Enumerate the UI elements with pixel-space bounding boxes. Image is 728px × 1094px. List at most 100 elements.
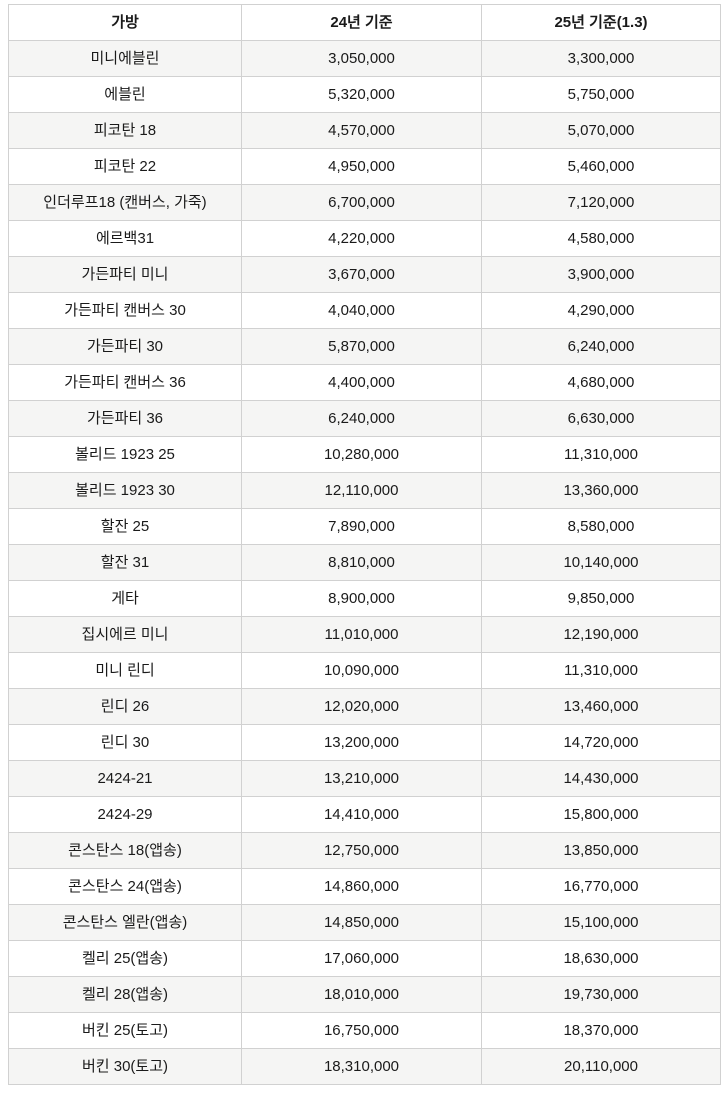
bag-cell: 가든파티 캔버스 36 (8, 364, 242, 401)
price-2024-cell: 18,310,000 (241, 1048, 482, 1085)
price-2024-cell: 14,850,000 (241, 904, 482, 941)
table-row: 에블린 5,320,000 5,750,000 (8, 76, 721, 113)
price-2024-cell: 6,240,000 (241, 400, 482, 437)
table-row: 집시에르 미니 11,010,000 12,190,000 (8, 616, 721, 653)
table-row: 버킨 25(토고) 16,750,000 18,370,000 (8, 1012, 721, 1049)
bag-cell: 게타 (8, 580, 242, 617)
bag-cell: 콘스탄스 24(앱송) (8, 868, 242, 905)
table-row: 할잔 31 8,810,000 10,140,000 (8, 544, 721, 581)
price-2025-cell: 20,110,000 (481, 1048, 721, 1085)
table-row: 가든파티 캔버스 30 4,040,000 4,290,000 (8, 292, 721, 329)
table-row: 에르백31 4,220,000 4,580,000 (8, 220, 721, 257)
price-2025-cell: 15,100,000 (481, 904, 721, 941)
table-row: 가든파티 36 6,240,000 6,630,000 (8, 400, 721, 437)
price-2024-cell: 18,010,000 (241, 976, 482, 1013)
price-2025-cell: 18,630,000 (481, 940, 721, 977)
price-2024-cell: 13,200,000 (241, 724, 482, 761)
price-2025-cell: 6,630,000 (481, 400, 721, 437)
price-2024-cell: 4,220,000 (241, 220, 482, 257)
table-row: 2424-29 14,410,000 15,800,000 (8, 796, 721, 833)
price-2024-cell: 7,890,000 (241, 508, 482, 545)
bag-cell: 2424-29 (8, 796, 242, 833)
price-2025-cell: 10,140,000 (481, 544, 721, 581)
price-2024-cell: 3,050,000 (241, 40, 482, 77)
price-2025-cell: 3,300,000 (481, 40, 721, 77)
price-2024-cell: 8,810,000 (241, 544, 482, 581)
price-2024-cell: 3,670,000 (241, 256, 482, 293)
price-2025-cell: 7,120,000 (481, 184, 721, 221)
price-2025-cell: 19,730,000 (481, 976, 721, 1013)
bag-cell: 켈리 28(앱송) (8, 976, 242, 1013)
price-2025-cell: 14,720,000 (481, 724, 721, 761)
table-header: 가방 24년 기준 25년 기준(1.3) (8, 4, 721, 41)
bag-cell: 린디 26 (8, 688, 242, 725)
table-row: 켈리 25(앱송) 17,060,000 18,630,000 (8, 940, 721, 977)
bag-cell: 피코탄 18 (8, 112, 242, 149)
price-2025-cell: 8,580,000 (481, 508, 721, 545)
table-row: 켈리 28(앱송) 18,010,000 19,730,000 (8, 976, 721, 1013)
price-2025-cell: 9,850,000 (481, 580, 721, 617)
price-2025-cell: 12,190,000 (481, 616, 721, 653)
table-row: 가든파티 미니 3,670,000 3,900,000 (8, 256, 721, 293)
price-2025-cell: 5,070,000 (481, 112, 721, 149)
price-2025-cell: 13,360,000 (481, 472, 721, 509)
bag-cell: 켈리 25(앱송) (8, 940, 242, 977)
price-2024-cell: 12,750,000 (241, 832, 482, 869)
price-2024-cell: 8,900,000 (241, 580, 482, 617)
table-row: 린디 26 12,020,000 13,460,000 (8, 688, 721, 725)
header-row: 가방 24년 기준 25년 기준(1.3) (8, 4, 721, 41)
bag-cell: 가든파티 36 (8, 400, 242, 437)
table-row: 볼리드 1923 25 10,280,000 11,310,000 (8, 436, 721, 473)
table-row: 볼리드 1923 30 12,110,000 13,360,000 (8, 472, 721, 509)
price-2024-cell: 5,320,000 (241, 76, 482, 113)
table-row: 인더루프18 (캔버스, 가죽) 6,700,000 7,120,000 (8, 184, 721, 221)
bag-cell: 할잔 31 (8, 544, 242, 581)
bag-price-table: 가방 24년 기준 25년 기준(1.3) 미니에블린 3,050,000 3,30… (8, 4, 721, 1085)
column-header-price-2024: 24년 기준 (241, 4, 482, 41)
bag-cell: 버킨 30(토고) (8, 1048, 242, 1085)
table-row: 2424-21 13,210,000 14,430,000 (8, 760, 721, 797)
bag-cell: 피코탄 22 (8, 148, 242, 185)
table-row: 콘스탄스 18(앱송) 12,750,000 13,850,000 (8, 832, 721, 869)
price-2025-cell: 14,430,000 (481, 760, 721, 797)
price-2024-cell: 4,400,000 (241, 364, 482, 401)
price-2025-cell: 4,580,000 (481, 220, 721, 257)
table-row: 콘스탄스 엘란(앱송) 14,850,000 15,100,000 (8, 904, 721, 941)
table-row: 피코탄 22 4,950,000 5,460,000 (8, 148, 721, 185)
price-2025-cell: 15,800,000 (481, 796, 721, 833)
bag-cell: 미니에블린 (8, 40, 242, 77)
price-2025-cell: 11,310,000 (481, 436, 721, 473)
column-header-bag: 가방 (8, 4, 242, 41)
price-2024-cell: 13,210,000 (241, 760, 482, 797)
bag-cell: 볼리드 1923 25 (8, 436, 242, 473)
bag-cell: 에르백31 (8, 220, 242, 257)
bag-cell: 볼리드 1923 30 (8, 472, 242, 509)
column-header-price-2025: 25년 기준(1.3) (481, 4, 721, 41)
price-2024-cell: 10,090,000 (241, 652, 482, 689)
price-2024-cell: 12,110,000 (241, 472, 482, 509)
price-2024-cell: 4,040,000 (241, 292, 482, 329)
price-2025-cell: 13,850,000 (481, 832, 721, 869)
price-2025-cell: 4,680,000 (481, 364, 721, 401)
price-2024-cell: 14,410,000 (241, 796, 482, 833)
price-2025-cell: 5,460,000 (481, 148, 721, 185)
bag-cell: 에블린 (8, 76, 242, 113)
price-2025-cell: 3,900,000 (481, 256, 721, 293)
table-row: 할잔 25 7,890,000 8,580,000 (8, 508, 721, 545)
bag-cell: 집시에르 미니 (8, 616, 242, 653)
table-row: 피코탄 18 4,570,000 5,070,000 (8, 112, 721, 149)
price-2024-cell: 6,700,000 (241, 184, 482, 221)
price-2024-cell: 5,870,000 (241, 328, 482, 365)
price-2025-cell: 18,370,000 (481, 1012, 721, 1049)
bag-cell: 할잔 25 (8, 508, 242, 545)
bag-cell: 콘스탄스 엘란(앱송) (8, 904, 242, 941)
table-row: 게타 8,900,000 9,850,000 (8, 580, 721, 617)
table-row: 버킨 30(토고) 18,310,000 20,110,000 (8, 1048, 721, 1085)
table-row: 가든파티 캔버스 36 4,400,000 4,680,000 (8, 364, 721, 401)
price-2024-cell: 4,950,000 (241, 148, 482, 185)
price-2024-cell: 11,010,000 (241, 616, 482, 653)
table-row: 콘스탄스 24(앱송) 14,860,000 16,770,000 (8, 868, 721, 905)
price-2024-cell: 10,280,000 (241, 436, 482, 473)
price-2024-cell: 17,060,000 (241, 940, 482, 977)
